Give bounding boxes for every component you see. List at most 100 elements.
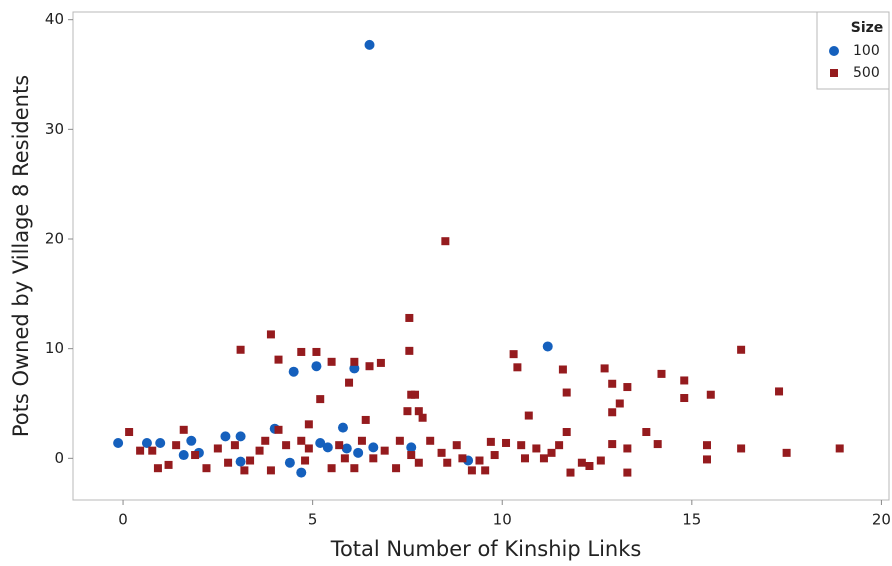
point	[411, 390, 420, 399]
point	[148, 446, 157, 455]
x-tick-label: 10	[493, 511, 512, 529]
point	[357, 436, 366, 445]
point	[426, 436, 435, 445]
point	[680, 376, 689, 385]
point	[403, 407, 412, 416]
point	[835, 444, 844, 453]
point	[246, 456, 255, 465]
point	[608, 408, 617, 417]
point	[274, 355, 283, 364]
point	[414, 407, 423, 416]
point	[274, 425, 283, 434]
point	[615, 399, 624, 408]
point	[349, 363, 360, 374]
plot-frame	[72, 11, 890, 501]
point	[608, 440, 617, 449]
point	[236, 345, 245, 354]
y-axis-title: Pots Owned by Village 8 Residents	[9, 75, 33, 437]
point	[364, 39, 375, 50]
point	[350, 357, 359, 366]
y-tick-label: 0	[54, 449, 64, 467]
point	[153, 464, 162, 473]
point	[322, 442, 333, 453]
point	[255, 446, 264, 455]
point	[369, 454, 378, 463]
point	[608, 379, 617, 388]
point	[315, 437, 326, 448]
point	[311, 361, 322, 372]
point	[458, 454, 467, 463]
point	[361, 415, 370, 424]
point	[155, 437, 166, 448]
point	[312, 347, 321, 356]
legend-label: 100	[853, 43, 880, 59]
point	[520, 454, 529, 463]
point	[186, 435, 197, 446]
point	[623, 444, 632, 453]
point	[452, 441, 461, 450]
point	[405, 346, 414, 355]
point	[353, 447, 364, 458]
point	[542, 341, 553, 352]
point	[301, 456, 310, 465]
x-tick-label: 0	[118, 511, 128, 529]
point	[517, 441, 526, 450]
point	[202, 464, 211, 473]
point	[235, 431, 246, 442]
point	[327, 464, 336, 473]
point	[502, 438, 511, 447]
point	[737, 345, 746, 354]
point	[297, 436, 306, 445]
point	[467, 466, 476, 475]
point	[376, 358, 385, 367]
point	[490, 451, 499, 460]
x-tick-label: 20	[872, 511, 891, 529]
point	[282, 441, 291, 450]
point	[380, 446, 389, 455]
legend-marker	[830, 69, 838, 77]
point	[266, 466, 275, 475]
point	[407, 451, 416, 460]
point	[406, 442, 417, 453]
legend-marker	[829, 46, 839, 56]
point	[414, 458, 423, 467]
point	[486, 437, 495, 446]
point	[532, 444, 541, 453]
y-tick-label: 30	[45, 120, 64, 138]
point	[179, 425, 188, 434]
point	[623, 383, 632, 392]
x-axis-title: Total Number of Kinship Links	[330, 537, 642, 561]
point	[341, 443, 352, 454]
point	[327, 357, 336, 366]
point	[623, 468, 632, 477]
point	[562, 428, 571, 437]
point	[600, 364, 609, 373]
point	[706, 390, 715, 399]
x-tick-label: 5	[308, 511, 318, 529]
point	[304, 420, 313, 429]
point	[350, 464, 359, 473]
point	[284, 457, 295, 468]
point	[782, 448, 791, 457]
point	[230, 441, 239, 450]
point	[577, 458, 586, 467]
point	[418, 413, 427, 422]
point	[562, 388, 571, 397]
point	[335, 441, 344, 450]
point	[261, 436, 270, 445]
point	[266, 330, 275, 339]
point	[172, 441, 181, 450]
point	[288, 366, 299, 377]
point	[555, 441, 564, 450]
point	[178, 450, 189, 461]
point	[395, 436, 404, 445]
y-tick-label: 40	[45, 10, 64, 28]
legend-box	[816, 11, 890, 90]
point	[524, 411, 533, 420]
point	[585, 462, 594, 471]
point	[316, 395, 325, 404]
point	[441, 237, 450, 246]
legend-label: 500	[853, 65, 880, 81]
point	[220, 431, 231, 442]
